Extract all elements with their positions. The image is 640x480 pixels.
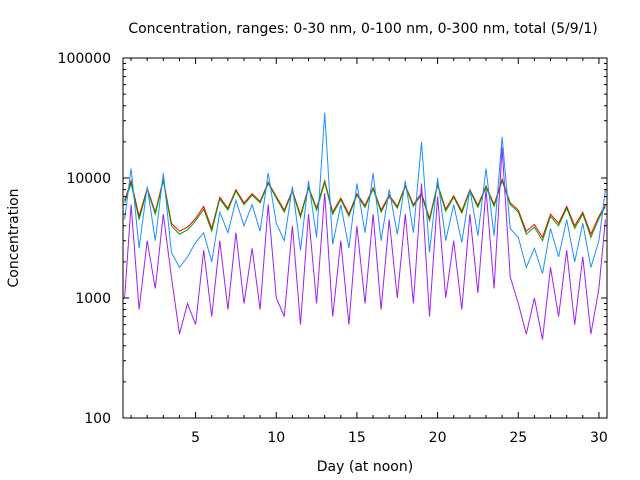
- series-line-2: [124, 179, 606, 242]
- x-tick-label: 10: [267, 430, 285, 446]
- y-tick-label: 10000: [66, 171, 111, 187]
- y-tick-label: 1000: [75, 291, 111, 307]
- y-tick-label: 100000: [58, 51, 111, 67]
- x-tick-label: 30: [590, 430, 608, 446]
- plot-frame: [122, 57, 608, 419]
- x-tick-label: 15: [348, 430, 366, 446]
- chart-title: Concentration, ranges: 0-30 nm, 0-100 nm…: [128, 21, 597, 37]
- x-tick-label: 5: [191, 430, 200, 446]
- y-tick-label: 100: [84, 411, 111, 427]
- series-line-1: [124, 177, 606, 239]
- series-group: [124, 112, 606, 340]
- series-line-4: [124, 147, 606, 340]
- x-tick-label: 25: [509, 430, 527, 446]
- x-tick-label: 20: [429, 430, 447, 446]
- y-axis-label: Concentration: [6, 188, 22, 287]
- x-axis-label: Day (at noon): [317, 459, 413, 475]
- series-line-3: [124, 112, 606, 274]
- x-axis: 5 10 15 20 25 30: [130, 58, 608, 446]
- y-axis: 100 1000 10000 100000: [58, 51, 607, 427]
